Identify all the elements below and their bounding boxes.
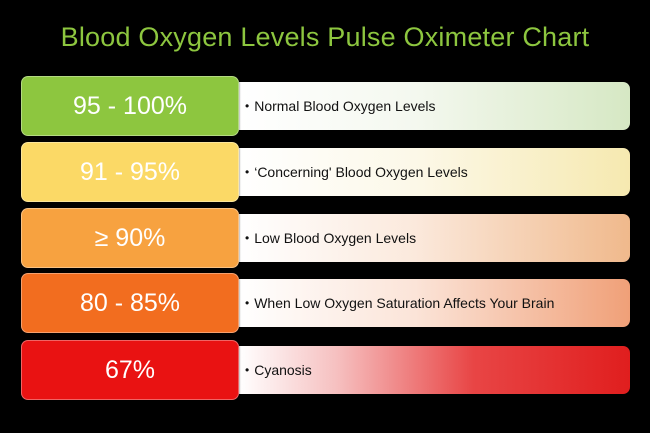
level-badge: 95 - 100% xyxy=(21,76,239,136)
description-text: When Low Oxygen Saturation Affects Your … xyxy=(254,295,555,311)
chart-title: Blood Oxygen Levels Pulse Oximeter Chart xyxy=(60,22,590,52)
level-badge: 91 - 95% xyxy=(21,142,239,202)
level-badge: 80 - 85% xyxy=(21,273,239,333)
level-badge: ≥ 90% xyxy=(21,208,239,268)
bullet-icon: • xyxy=(245,363,250,377)
level-badge: 67% xyxy=(21,340,239,400)
description-text: Cyanosis xyxy=(254,362,312,378)
bullet-icon: • xyxy=(245,165,250,179)
description-text: Normal Blood Oxygen Levels xyxy=(254,98,436,114)
description-text: Low Blood Oxygen Levels xyxy=(254,230,417,246)
level-row-brain: 80 - 85% • When Low Oxygen Saturation Af… xyxy=(21,273,630,333)
level-description: • Cyanosis xyxy=(239,346,630,394)
level-description: • ‘Concerning' Blood Oxygen Levels xyxy=(239,148,630,196)
level-row-cyanosis: 67% • Cyanosis xyxy=(21,340,630,400)
level-description: • Normal Blood Oxygen Levels xyxy=(239,82,630,130)
bullet-icon: • xyxy=(245,99,250,113)
level-row-normal: 95 - 100% • Normal Blood Oxygen Levels xyxy=(21,76,630,136)
bullet-icon: • xyxy=(245,296,250,310)
description-text: ‘Concerning' Blood Oxygen Levels xyxy=(254,164,468,180)
level-description: • Low Blood Oxygen Levels xyxy=(239,214,630,262)
level-row-concerning: 91 - 95% • ‘Concerning' Blood Oxygen Lev… xyxy=(21,142,630,202)
level-description: • When Low Oxygen Saturation Affects You… xyxy=(239,279,630,327)
level-row-low: ≥ 90% • Low Blood Oxygen Levels xyxy=(21,208,630,268)
bullet-icon: • xyxy=(245,231,250,245)
